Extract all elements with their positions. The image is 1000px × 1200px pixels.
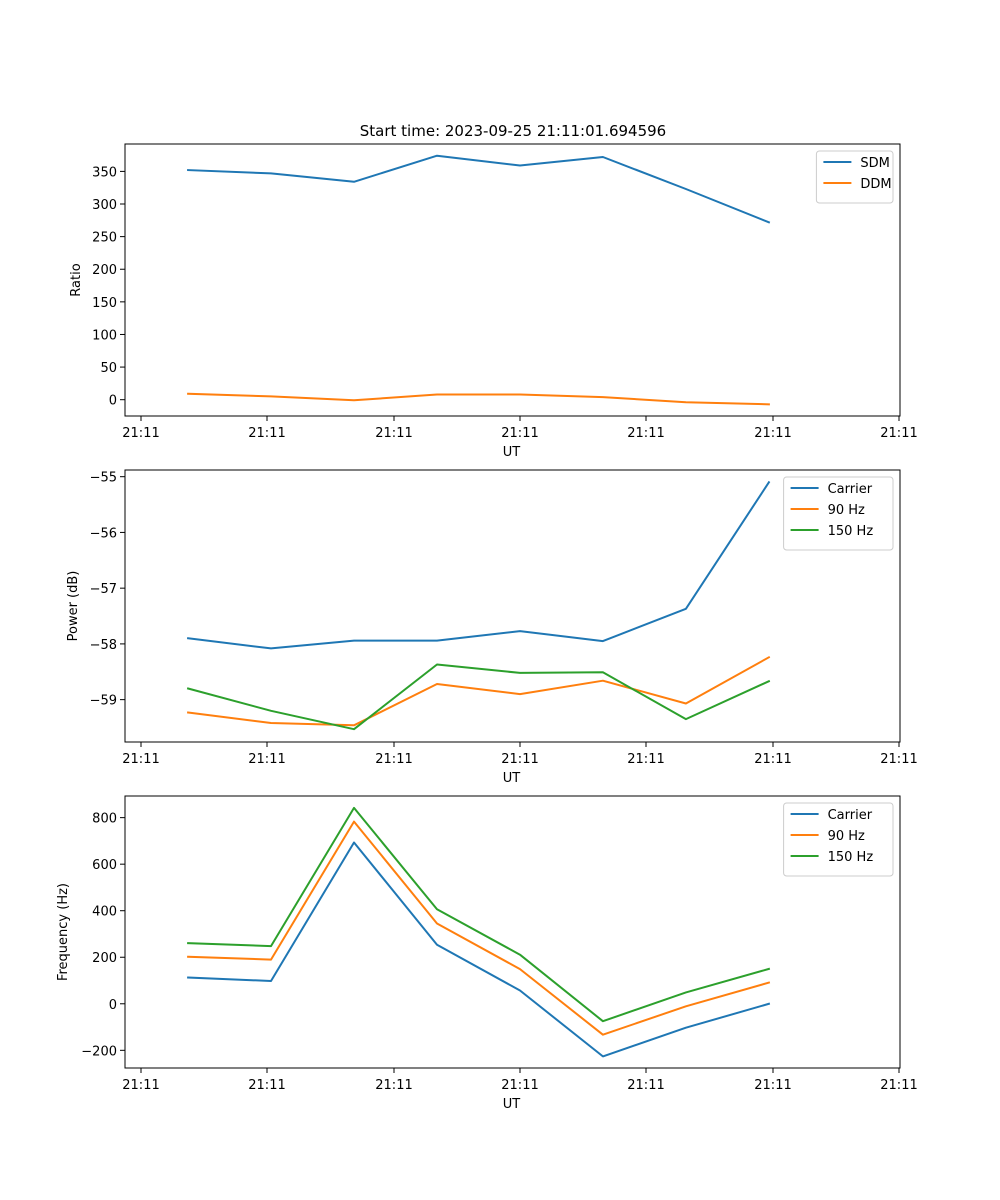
x-tick-label: 21:11 xyxy=(880,1078,917,1093)
x-tick-label: 21:11 xyxy=(122,752,159,767)
x-tick-label: 21:11 xyxy=(248,752,285,767)
x-tick-label: 21:11 xyxy=(248,1078,285,1093)
y-tick-label: −57 xyxy=(90,582,117,597)
y-tick-label: −56 xyxy=(90,526,117,541)
x-tick-label: 21:11 xyxy=(754,1078,791,1093)
x-tick-label: 21:11 xyxy=(122,1078,159,1093)
y-tick-label: 150 xyxy=(92,296,117,311)
legend: Carrier 90 Hz 150 Hz xyxy=(783,476,894,551)
legend-label: Carrier xyxy=(828,482,873,497)
y-tick-label: 0 xyxy=(109,998,117,1013)
y-tick-label: 350 xyxy=(92,165,117,180)
figure-title: Start time: 2023-09-25 21:11:01.694596 xyxy=(360,122,666,140)
legend: SDM DDM xyxy=(815,150,894,204)
x-tick-label: 21:11 xyxy=(501,752,538,767)
x-tick-label: 21:11 xyxy=(627,1078,664,1093)
chart-panel-1: 21:11 21:11 21:11 21:11 21:11 21:11 21:11 0 50 10… xyxy=(69,143,918,460)
x-tick-label: 21:11 xyxy=(375,752,412,767)
axes-frame xyxy=(124,469,901,743)
x-tick-label: 21:11 xyxy=(501,426,538,441)
legend-box xyxy=(815,150,894,204)
series-line-carrier xyxy=(187,841,771,1058)
series-line-90-hz xyxy=(186,655,771,727)
legend-box xyxy=(783,802,894,877)
x-tick-label: 21:11 xyxy=(754,426,791,441)
axes-frame xyxy=(124,143,901,417)
y-tick-label: −55 xyxy=(90,471,117,486)
x-tick-label: 21:11 xyxy=(501,1078,538,1093)
y-tick-label: −200 xyxy=(81,1044,117,1059)
x-tick-label: 21:11 xyxy=(880,752,917,767)
x-tick-label: 21:11 xyxy=(627,426,664,441)
panels: 21:11 21:11 21:11 21:11 21:11 21:11 21:11 0 50 10… xyxy=(56,143,918,1112)
legend-label: 150 Hz xyxy=(828,524,874,539)
y-tick-label: 200 xyxy=(92,951,117,966)
series-line-90-hz xyxy=(187,820,771,1036)
chart-panel-3: 21:11 21:11 21:11 21:11 21:11 21:11 21:11 −200 0… xyxy=(56,795,918,1112)
x-tick-label: 21:11 xyxy=(754,752,791,767)
legend: Carrier 90 Hz 150 Hz xyxy=(783,802,894,877)
x-tick-label: 21:11 xyxy=(627,752,664,767)
legend-label: 150 Hz xyxy=(828,850,874,865)
y-tick-label: 200 xyxy=(92,263,117,278)
x-tick-label: 21:11 xyxy=(880,426,917,441)
x-tick-label: 21:11 xyxy=(375,426,412,441)
y-tick-label: −59 xyxy=(90,694,117,709)
y-tick-label: 400 xyxy=(92,905,117,920)
y-tick-label: 800 xyxy=(92,812,117,827)
y-axis-label: Power (dB) xyxy=(66,571,81,642)
series-line-150-hz xyxy=(187,806,771,1023)
x-tick-label: 21:11 xyxy=(248,426,285,441)
series-line-carrier xyxy=(186,480,771,650)
chart-panel-2: 21:11 21:11 21:11 21:11 21:11 21:11 21:11 −59 −5… xyxy=(66,469,918,786)
series-line-ddm xyxy=(187,392,770,406)
legend-label: DDM xyxy=(860,177,891,192)
legend-label: Carrier xyxy=(828,808,873,823)
x-axis-label: UT xyxy=(503,445,521,460)
y-tick-label: 300 xyxy=(92,198,117,213)
x-tick-label: 21:11 xyxy=(122,426,159,441)
y-tick-label: 600 xyxy=(92,858,117,873)
y-tick-label: 50 xyxy=(100,361,117,376)
y-tick-label: 100 xyxy=(92,328,117,343)
y-tick-label: 0 xyxy=(109,394,117,409)
x-axis-label: UT xyxy=(503,1097,521,1112)
legend-label: 90 Hz xyxy=(828,829,865,844)
x-axis-label: UT xyxy=(503,771,521,786)
y-axis-label: Frequency (Hz) xyxy=(56,883,71,981)
legend-label: 90 Hz xyxy=(828,503,865,518)
legend-box xyxy=(783,476,894,551)
x-tick-label: 21:11 xyxy=(375,1078,412,1093)
legend-label: SDM xyxy=(860,156,889,171)
series-line-sdm xyxy=(187,154,771,224)
y-tick-label: 250 xyxy=(92,231,117,246)
series-line-150-hz xyxy=(186,663,771,731)
y-tick-label: −58 xyxy=(90,638,117,653)
axes-frame xyxy=(124,795,901,1069)
y-axis-label: Ratio xyxy=(69,263,84,296)
